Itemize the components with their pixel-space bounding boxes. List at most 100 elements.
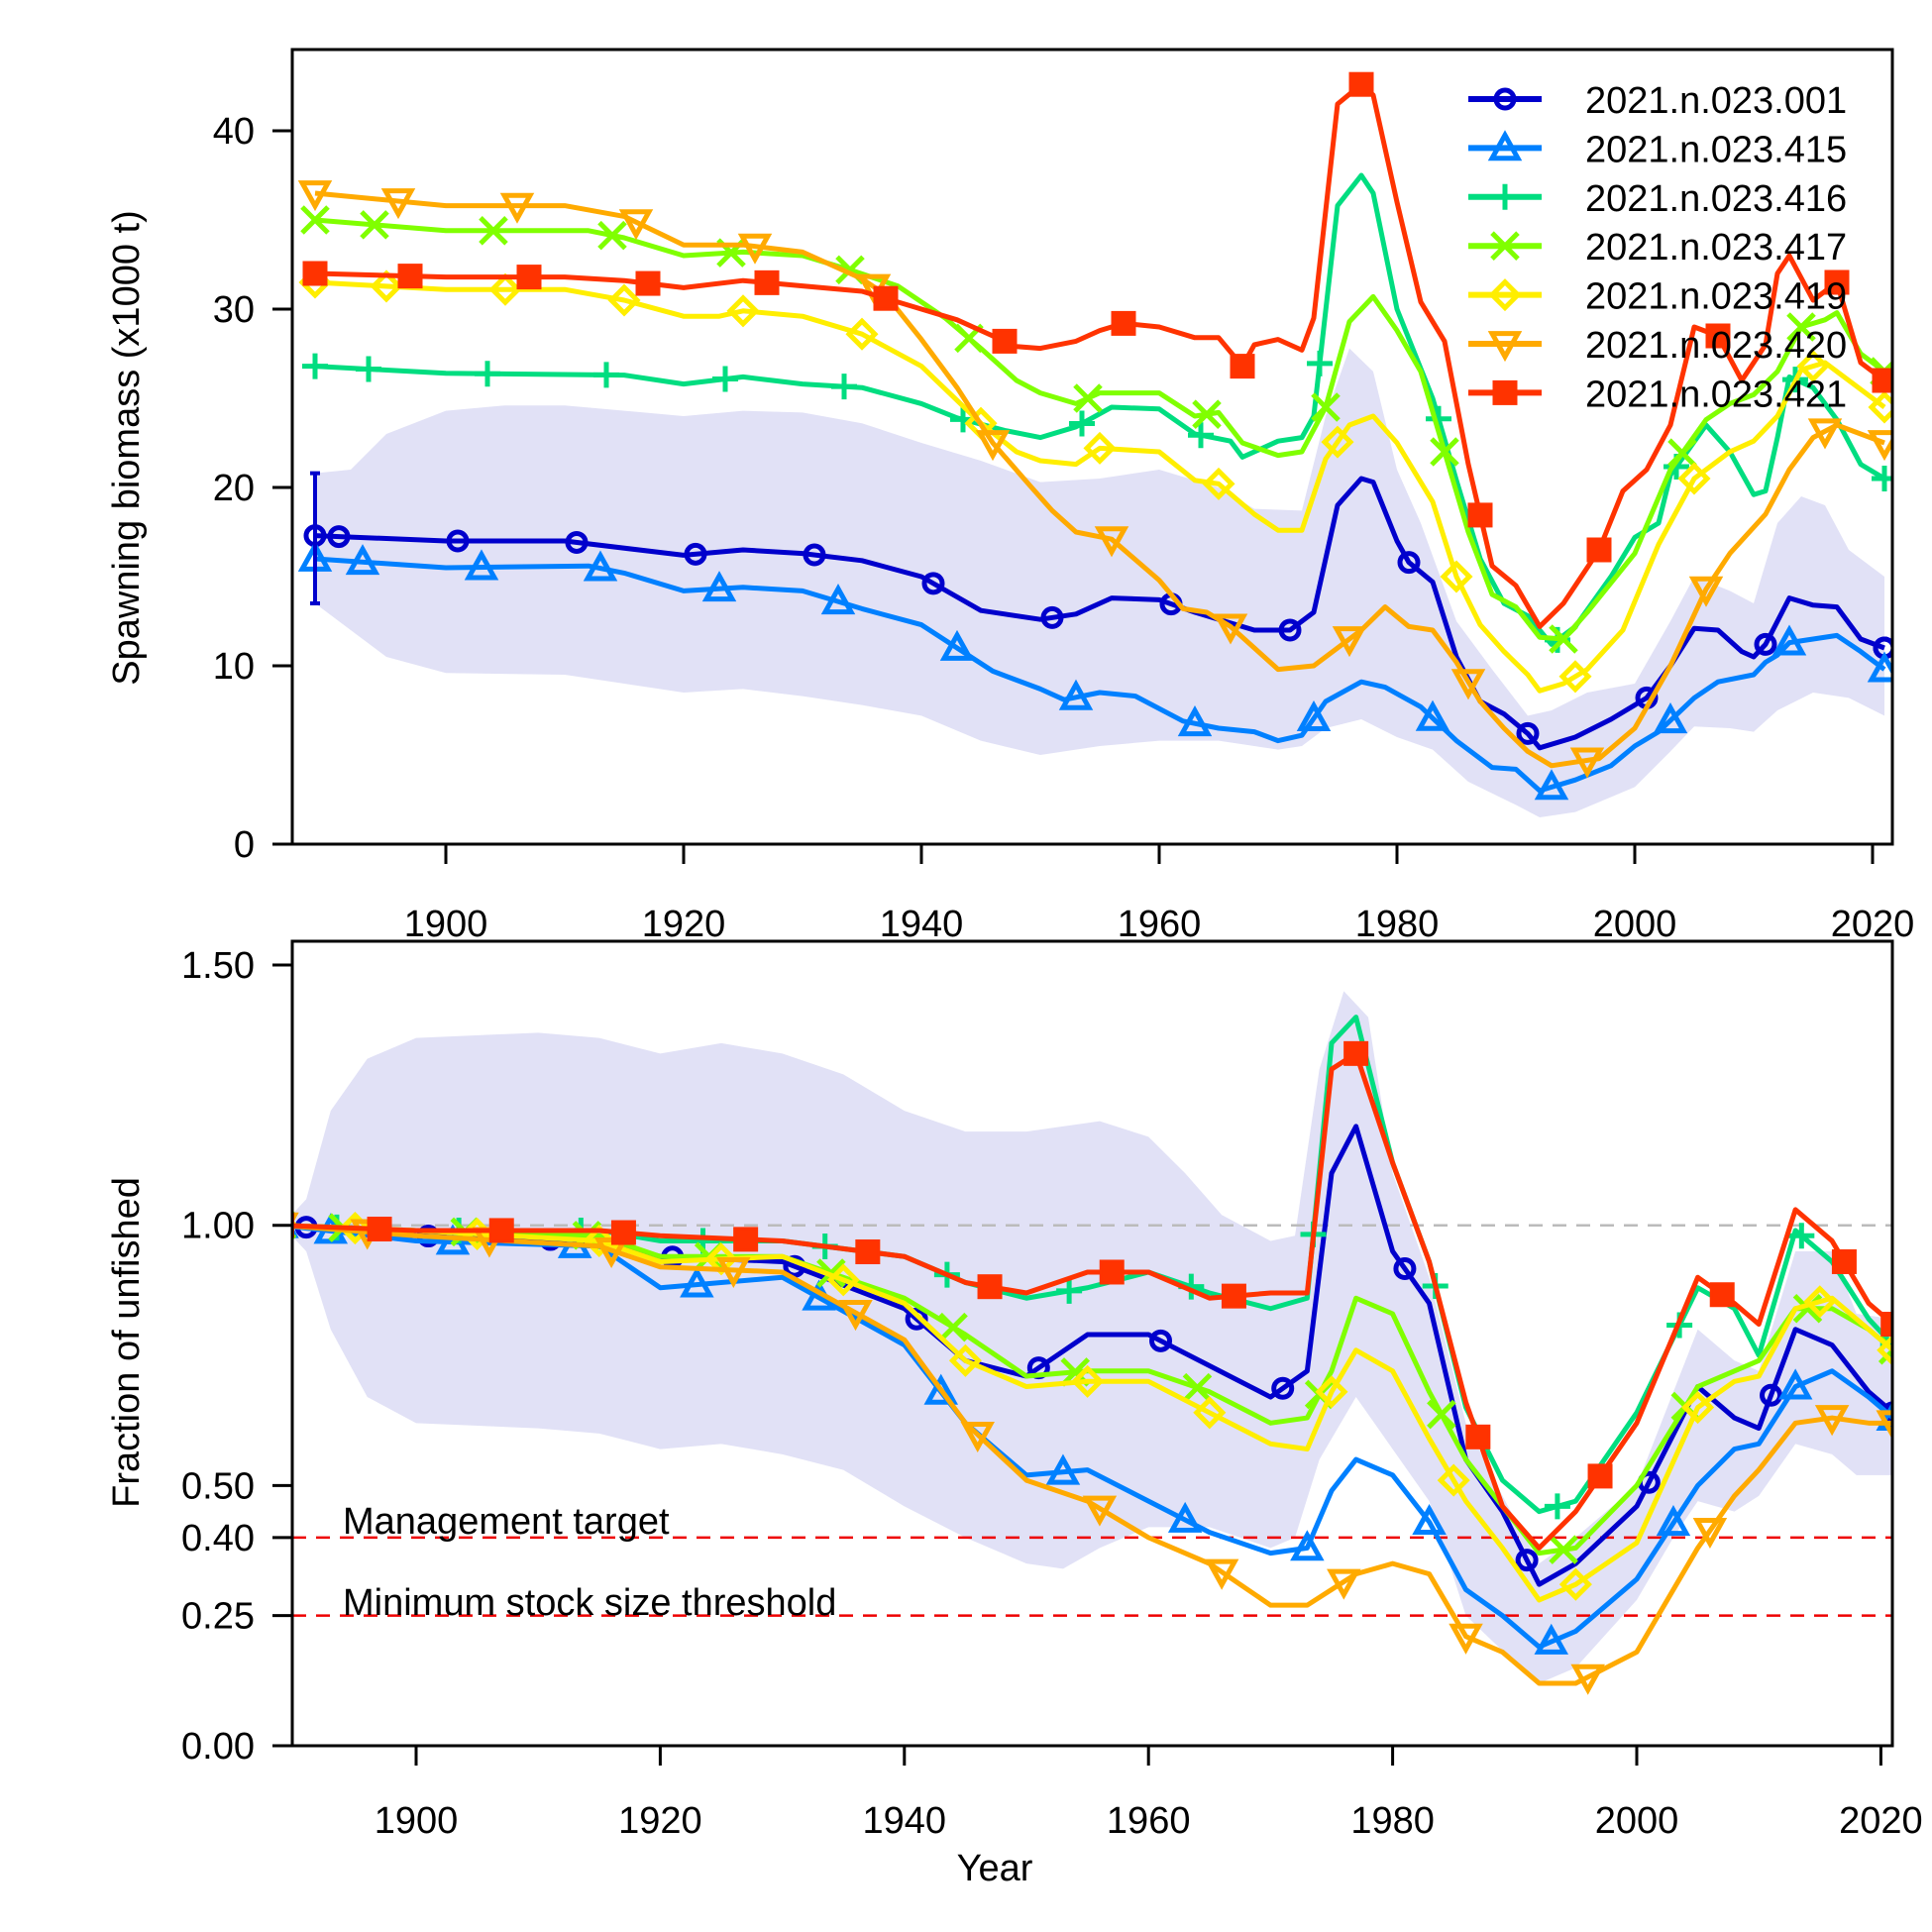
data-point-marker — [921, 572, 945, 595]
data-point-marker — [327, 525, 351, 549]
data-point-marker — [1393, 1256, 1417, 1280]
plot-frame — [290, 939, 1894, 1748]
management-target-label: Management target — [343, 1501, 670, 1543]
data-point-marker — [1315, 1375, 1348, 1409]
y-tick-label: 1.00 — [181, 1206, 255, 1247]
data-point-marker — [855, 1238, 881, 1264]
data-point-marker — [1296, 699, 1332, 731]
data-point-marker — [1688, 576, 1724, 607]
x-tick-label: 2020 — [1839, 1800, 1923, 1842]
error-bar — [310, 471, 320, 605]
data-point-marker — [1412, 1503, 1447, 1536]
data-point-marker — [488, 272, 522, 306]
x-tick-label: 1940 — [880, 904, 964, 945]
series-line-2021.n.023.420 — [314, 190, 1885, 769]
confidence-band — [292, 991, 1892, 1683]
legend-label: 2021.n.023.420 — [1585, 325, 1847, 367]
series-line-2021.n.023.419 — [314, 279, 1886, 694]
data-point-marker — [1792, 1293, 1823, 1324]
data-point-marker — [1045, 1453, 1081, 1485]
data-point-marker — [1099, 1259, 1125, 1285]
legend-marker — [1487, 331, 1523, 363]
data-point-marker — [1083, 431, 1117, 465]
series-line-2021.n.023.415 — [314, 556, 1886, 794]
top-panel-spawning-biomass: 0 10 20 30 40 1900 1920 1940 1960 1980 2000 2020 — [213, 48, 1915, 945]
data-point-marker — [1177, 705, 1213, 737]
data-point-marker — [1069, 410, 1095, 437]
series-line-2021.n.023.419 — [292, 1223, 1892, 1603]
data-point-marker — [1777, 1368, 1813, 1400]
data-point-marker — [1188, 422, 1214, 449]
data-point-marker — [1082, 1495, 1118, 1527]
data-point-marker — [610, 1220, 636, 1245]
data-point-marker — [680, 1266, 714, 1298]
data-point-marker — [356, 356, 381, 382]
data-point-marker — [1040, 605, 1064, 629]
x-tick-label: 1920 — [618, 1800, 702, 1842]
x-tick-label: 1980 — [1350, 1800, 1435, 1842]
y-tick-label: 40 — [213, 111, 255, 153]
x-tick-label: 2000 — [1593, 904, 1677, 945]
data-point-marker — [1149, 1329, 1173, 1352]
plot-area — [292, 991, 1892, 1695]
y-tick-label: 0 — [234, 824, 255, 866]
data-point-marker — [1307, 350, 1333, 376]
data-point-marker — [1814, 1405, 1850, 1437]
data-point-marker — [712, 366, 738, 392]
data-point-marker — [684, 542, 707, 566]
series-line-2021.n.023.001 — [314, 476, 1885, 751]
data-point-marker — [1807, 418, 1843, 450]
data-point-marker — [1348, 71, 1374, 97]
legend-marker — [1490, 231, 1520, 261]
legend-item: 2021.n.023.420 — [1468, 325, 1847, 367]
legend-item: 2021.n.023.419 — [1468, 276, 1847, 318]
series-line-2021.n.023.417 — [292, 1223, 1892, 1556]
data-point-marker — [1876, 1401, 1892, 1431]
legend-item: 2021.n.023.417 — [1468, 227, 1847, 268]
data-point-marker — [1167, 1501, 1203, 1533]
data-point-marker — [845, 317, 879, 351]
data-point-marker — [803, 543, 826, 567]
data-point-marker — [1450, 669, 1486, 700]
data-point-marker — [475, 361, 500, 387]
data-point-marker — [367, 1217, 392, 1242]
data-point-marker — [1193, 1396, 1227, 1430]
data-point-marker — [499, 192, 535, 224]
data-point-marker — [873, 285, 899, 311]
legend-marker — [1493, 87, 1517, 111]
data-point-marker — [905, 1307, 928, 1331]
y-tick-label: 30 — [213, 289, 255, 331]
legend: 2021.n.023.001 2021.n.023.415 2021.n.023.4… — [1468, 80, 1847, 415]
series-line-2021.n.023.417 — [314, 217, 1886, 642]
data-point-marker — [1397, 551, 1421, 575]
data-point-marker — [948, 1343, 982, 1377]
bottom-panel-fraction-unfished: 0.00 0.25 0.40 0.50 1.00 1.50 1900 1920 1940 1960… — [181, 939, 1923, 1842]
data-point-marker — [1204, 1558, 1239, 1590]
data-point-marker — [1824, 269, 1850, 295]
data-point-marker — [938, 1312, 968, 1342]
data-point-marker — [1094, 526, 1129, 558]
data-point-marker — [1771, 624, 1807, 656]
data-point-marker — [297, 180, 333, 212]
data-point-marker — [1754, 632, 1777, 656]
data-point-marker — [1465, 1424, 1491, 1449]
data-point-marker — [360, 210, 389, 240]
data-point-marker — [1343, 1040, 1369, 1066]
data-point-marker — [701, 571, 737, 602]
data-point-marker — [733, 1227, 759, 1252]
y-tick-label: 0.40 — [181, 1518, 255, 1559]
legend-marker — [1488, 278, 1522, 312]
data-point-marker — [977, 1274, 1003, 1300]
legend-label: 2021.n.023.001 — [1585, 80, 1847, 122]
data-point-marker — [1467, 502, 1493, 528]
data-point-marker — [1549, 1535, 1578, 1564]
x-tick-label: 2020 — [1831, 904, 1915, 945]
series-line-2021.n.023.415 — [292, 1224, 1892, 1650]
data-point-marker — [583, 550, 618, 582]
legend-label: 2021.n.023.419 — [1585, 276, 1847, 318]
data-point-marker — [754, 269, 780, 295]
data-point-marker — [1587, 1463, 1613, 1489]
data-point-marker — [838, 1300, 873, 1332]
legend-item: 2021.n.023.415 — [1468, 129, 1847, 170]
data-point-marker — [1311, 392, 1341, 422]
